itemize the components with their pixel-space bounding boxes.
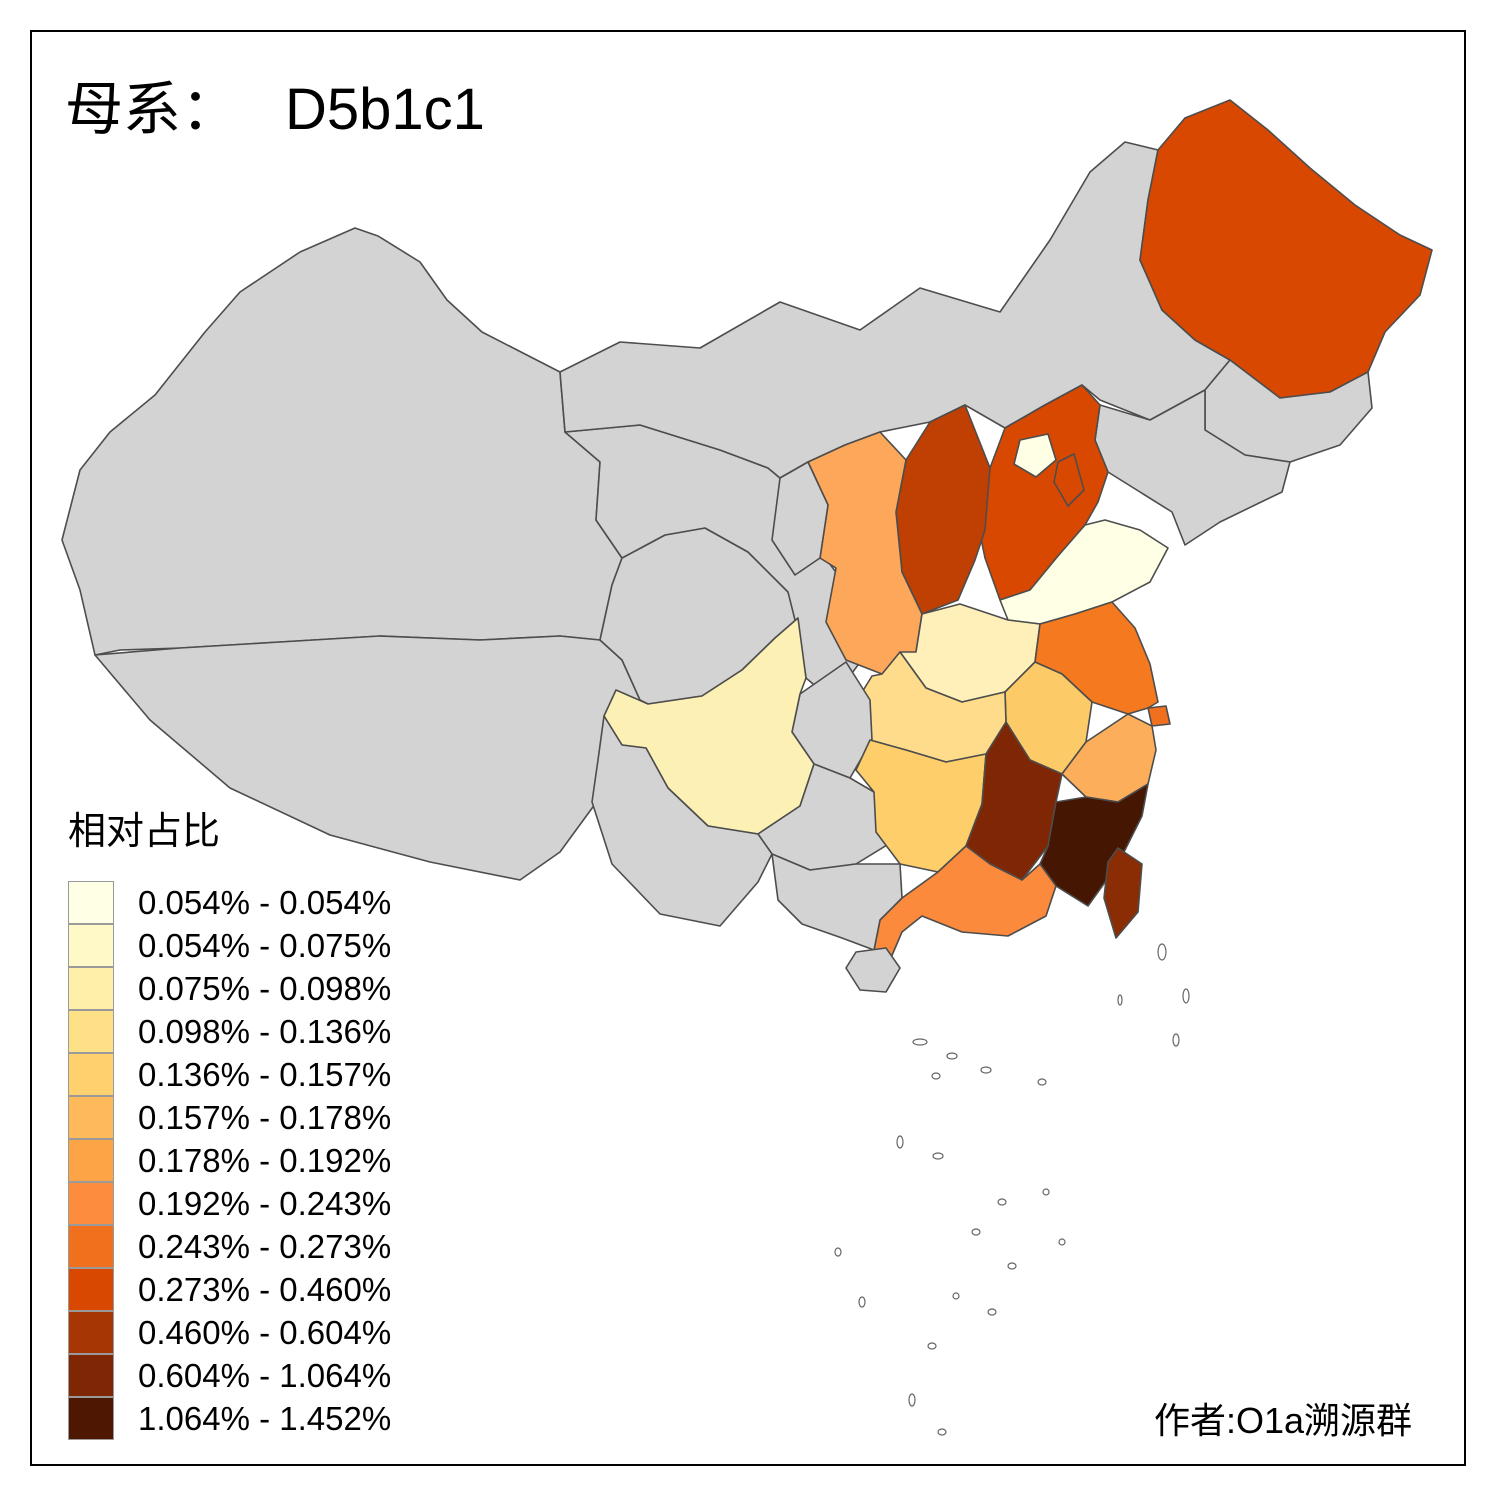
legend-row: 0.136% - 0.157% xyxy=(68,1053,391,1096)
legend-row: 0.054% - 0.054% xyxy=(68,881,391,924)
title-haplogroup-value: D5b1c1 xyxy=(285,77,485,142)
region-hainan xyxy=(845,947,901,993)
region-heilongjiang xyxy=(1139,99,1433,399)
legend-row: 0.178% - 0.192% xyxy=(68,1139,391,1182)
legend-swatch xyxy=(68,924,114,967)
legend-swatch xyxy=(68,1010,114,1053)
legend-label: 0.157% - 0.178% xyxy=(138,1098,392,1136)
legend-row: 0.157% - 0.178% xyxy=(68,1096,391,1139)
legend-swatch xyxy=(68,881,114,924)
legend-swatch xyxy=(68,1182,114,1225)
legend-label: 0.098% - 0.136% xyxy=(138,1012,392,1050)
province-shapes xyxy=(61,99,1433,993)
legend-label: 0.192% - 0.243% xyxy=(138,1184,392,1222)
region-taiwan xyxy=(1103,847,1143,939)
legend-swatch xyxy=(68,1354,114,1397)
south-china-sea-islands xyxy=(834,943,1190,1436)
region-yunnan xyxy=(591,715,773,927)
legend-swatch xyxy=(68,1096,114,1139)
legend-row: 0.460% - 0.604% xyxy=(68,1311,391,1354)
author-credit: 作者:O1a溯源群 xyxy=(1153,1400,1412,1441)
region-ningxia xyxy=(771,461,829,576)
legend-row: 0.604% - 1.064% xyxy=(68,1354,391,1397)
legend-swatch xyxy=(68,967,114,1010)
region-shanghai xyxy=(1147,705,1171,727)
legend-label: 0.054% - 0.054% xyxy=(138,883,392,921)
legend-row: 0.075% - 0.098% xyxy=(68,967,391,1010)
legend-swatch xyxy=(68,1053,114,1096)
region-guangxi xyxy=(771,853,903,951)
legend-row: 0.098% - 0.136% xyxy=(68,1010,391,1053)
region-shanxi xyxy=(895,404,991,615)
legend-label: 0.604% - 1.064% xyxy=(138,1356,392,1394)
legend-label: 0.178% - 0.192% xyxy=(138,1141,392,1179)
legend-label: 0.243% - 0.273% xyxy=(138,1227,392,1265)
legend: 相对占比 0.054% - 0.054% 0.054% - 0.075% 0.0… xyxy=(68,800,391,1440)
legend-row: 0.054% - 0.075% xyxy=(68,924,391,967)
legend-swatch xyxy=(68,1139,114,1182)
map-title: 母系： D5b1c1 xyxy=(65,62,485,146)
legend-row: 0.273% - 0.460% xyxy=(68,1268,391,1311)
legend-row: 0.243% - 0.273% xyxy=(68,1225,391,1268)
region-beijing xyxy=(1013,433,1057,478)
legend-label: 0.460% - 0.604% xyxy=(138,1313,392,1351)
legend-row: 0.192% - 0.243% xyxy=(68,1182,391,1225)
legend-label: 0.273% - 0.460% xyxy=(138,1270,392,1308)
legend-swatch xyxy=(68,1225,114,1268)
region-xinjiang xyxy=(61,227,623,656)
legend-label: 0.075% - 0.098% xyxy=(138,969,392,1007)
region-tianjin xyxy=(1053,453,1085,507)
legend-row: 1.064% - 1.452% xyxy=(68,1397,391,1440)
legend-title: 相对占比 xyxy=(68,811,221,853)
legend-swatch xyxy=(68,1311,114,1354)
legend-swatch xyxy=(68,1268,114,1311)
title-haplogroup-type-label: 母系： xyxy=(65,77,240,142)
legend-label: 1.064% - 1.452% xyxy=(138,1399,392,1437)
legend-swatch xyxy=(68,1397,114,1440)
legend-label: 0.136% - 0.157% xyxy=(138,1055,392,1093)
legend-label: 0.054% - 0.075% xyxy=(138,926,392,964)
